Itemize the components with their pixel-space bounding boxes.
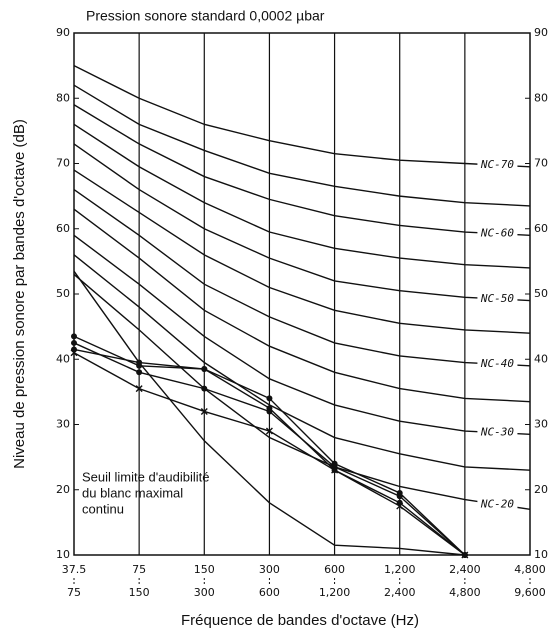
y-tick-label: 80 [56,91,70,104]
curve [73,352,466,556]
curve [73,234,531,435]
x-tick-label: 600 [324,563,345,576]
y-tick-label-right: 90 [534,26,548,39]
curve-label: NC-60 [480,227,514,240]
y-tick-label: 60 [56,222,70,235]
curve [73,254,531,471]
curve-label: NC-70 [480,158,514,171]
y-tick-label: 20 [56,483,70,496]
curve [73,84,531,207]
annotation: continu [82,501,124,516]
y-tick-label-right: 60 [534,222,548,235]
x-tick-label: 1,200 [384,563,416,576]
label-bg [477,497,518,512]
y-tick-label-right: 20 [534,483,548,496]
x-tick-label-lower: 1,200 [319,586,351,599]
curve [73,143,531,302]
curve [73,104,531,236]
curve-label: NC-30 [480,426,514,439]
chart-title: Pression sonore standard 0,0002 µbar [86,8,325,24]
y-axis-title: Niveau de pression sonore par bandes d'o… [11,119,28,469]
y-tick-label: 30 [56,418,70,431]
curve [73,342,466,556]
curve-label: NC-40 [480,357,514,370]
x-tick-label: 4,800 [514,563,546,576]
curve [73,189,531,367]
curve-label: NC-50 [480,292,514,305]
y-tick-label-right: 50 [534,287,548,300]
x-tick-label-lower: 9,600 [514,586,546,599]
label-bg [477,226,518,241]
x-tick-label: 2,400 [449,563,481,576]
y-tick-label: 90 [56,26,70,39]
x-tick-label-lower: 150 [129,586,150,599]
curve [73,208,531,403]
x-tick-label-lower: 75 [67,586,81,599]
y-tick-label-right: 10 [534,548,548,561]
curve [73,169,531,334]
x-tick-label: 300 [259,563,280,576]
label-bg [477,158,518,173]
y-tick-label-right: 80 [534,91,548,104]
y-tick-label: 50 [56,287,70,300]
y-tick-label: 10 [56,548,70,561]
curve [73,273,531,511]
x-tick-label-lower: 4,800 [449,586,481,599]
y-tick-label-right: 30 [534,418,548,431]
x-tick-label: 75 [132,563,146,576]
label-bg [477,357,518,372]
x-tick-label-lower: 600 [259,586,280,599]
label-bg [477,425,518,440]
curve [73,335,466,556]
y-tick-label: 70 [56,157,70,170]
annotation: du blanc maximal [82,485,183,500]
annotation: Seuil limite d'audibilité [82,469,210,484]
y-tick-label-right: 40 [534,352,548,365]
curve-label: NC-20 [480,497,514,510]
y-tick-label-right: 70 [534,157,548,170]
x-tick-label-lower: 2,400 [384,586,416,599]
x-tick-label: 37.5 [62,563,87,576]
x-tick-label: 150 [194,563,215,576]
curve [73,64,531,168]
curve [73,348,466,556]
y-tick-label: 40 [56,352,70,365]
x-axis-title: Fréquence de bandes d'octave (Hz) [181,612,419,629]
x-tick-label-lower: 300 [194,586,215,599]
curve [73,123,531,269]
label-bg [477,291,518,306]
